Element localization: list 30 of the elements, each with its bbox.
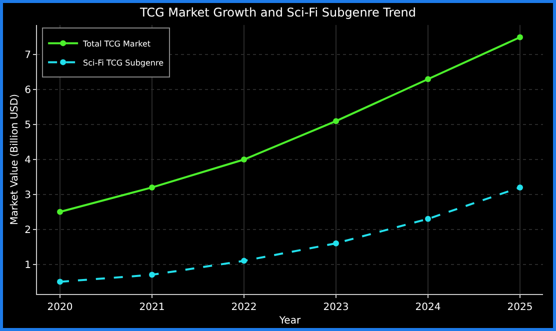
- y-tick-label: 5: [24, 120, 31, 132]
- legend-label: Total TCG Market: [82, 39, 151, 48]
- point: [149, 272, 155, 278]
- point: [333, 240, 339, 246]
- point: [57, 208, 63, 215]
- y-axis-title: Market Value (Billion USD): [10, 94, 21, 225]
- point: [57, 278, 63, 285]
- x-tick-label: 2022: [231, 302, 257, 313]
- point: [517, 34, 523, 40]
- y-tick-label: 3: [24, 190, 31, 201]
- y-tick-label: 2: [24, 224, 31, 236]
- x-axis-title: Year: [278, 316, 302, 326]
- x-tick-label: 2021: [139, 302, 165, 313]
- chart-title: TCG Market Growth and Sci-Fi Subgenre Trend: [138, 5, 416, 20]
- x-tick-label: 2025: [507, 302, 533, 313]
- point: [333, 118, 339, 124]
- x-tick-label: 2023: [323, 302, 349, 313]
- point: [517, 184, 523, 190]
- point: [425, 76, 431, 82]
- y-tick-label: 6: [24, 85, 31, 96]
- legend-label: Sci-Fi TCG Subgenre: [83, 58, 164, 68]
- point: [149, 184, 155, 190]
- y-tick-label: 7: [24, 50, 31, 62]
- x-tick-label: 2024: [415, 302, 441, 313]
- y-tick-label: 1: [24, 260, 31, 271]
- point: [425, 216, 431, 222]
- point: [241, 156, 247, 162]
- point: [241, 258, 247, 264]
- y-tick-label: 4: [24, 155, 31, 166]
- x-tick-label: 2020: [47, 302, 73, 313]
